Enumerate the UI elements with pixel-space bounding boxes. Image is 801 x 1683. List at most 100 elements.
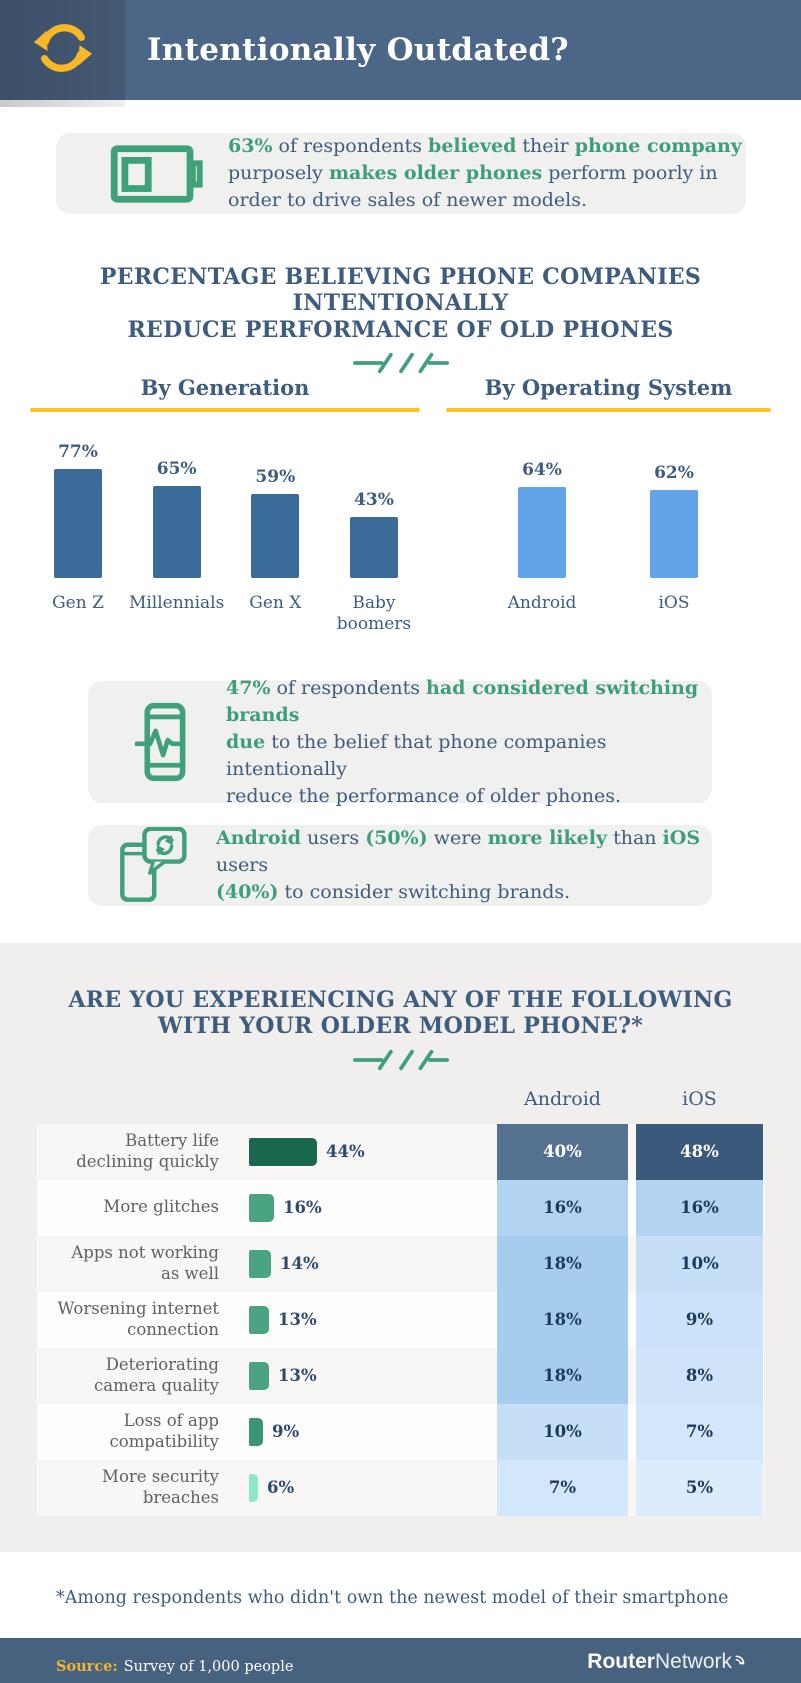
bar-column: 43% Baby boomers <box>326 438 422 641</box>
ios-value-cell: 8% <box>636 1347 763 1404</box>
phone-pulse-icon <box>128 702 200 782</box>
plain-text: users <box>216 854 269 877</box>
brand-light: Network <box>654 1649 732 1673</box>
overall-bar <box>249 1361 269 1390</box>
bar-column: 62% iOS <box>626 438 722 641</box>
bar <box>518 487 566 579</box>
callout-switching-text: 47% of respondents had considered switch… <box>226 675 712 810</box>
header: Intentionally Outdated? <box>0 0 801 100</box>
table-row: More glitches 16% 16% 16% <box>37 1179 764 1236</box>
bar <box>152 486 201 579</box>
issue-label: Worsening internet connection <box>57 1299 219 1339</box>
bar <box>251 494 300 579</box>
overall-bar-zone: 16% <box>232 1180 497 1236</box>
bar-category-label: Gen Z <box>52 593 104 614</box>
bar <box>54 469 102 579</box>
emphasis-text: more likely <box>487 827 608 850</box>
belief-section-title: PERCENTAGE BELIEVING PHONE COMPANIES INT… <box>99 263 702 343</box>
issue-label: More security breaches <box>102 1467 219 1507</box>
experience-section: ARE YOU EXPERIENCING ANY OF THE FOLLOWIN… <box>0 942 801 1552</box>
overall-bar-zone: 13% <box>232 1292 497 1348</box>
belief-charts: 77% Gen Z 65% Millennials 59% Gen X 43% Baby bo… <box>0 438 801 641</box>
overall-bar <box>249 1193 274 1222</box>
overall-value: 44% <box>326 1142 365 1162</box>
emphasis-text: iOS <box>662 827 701 850</box>
bar-value-label: 43% <box>354 490 394 511</box>
android-value-cell: 18% <box>497 1235 628 1292</box>
overall-bar-zone: 14% <box>232 1236 497 1292</box>
page-title: Intentionally Outdated? <box>147 32 569 68</box>
overall-bar-zone: 44% <box>232 1124 497 1180</box>
plain-text: perform poorly in order to drive sales o… <box>228 161 718 211</box>
section-divider-icon <box>0 351 801 375</box>
plain-text: of respondents <box>270 676 427 699</box>
plain-text: of respondents <box>272 135 429 157</box>
callout-believed-stat: 63% of respondents believed their phone … <box>56 133 746 214</box>
bar-column: 77% Gen Z <box>30 438 126 641</box>
bar <box>650 490 698 579</box>
table-row: Battery life declining quickly 44% 40% 48% <box>37 1123 764 1180</box>
table-row: Loss of app compatibility 9% 10% 7% <box>37 1403 764 1460</box>
generation-bar-chart: 77% Gen Z 65% Millennials 59% Gen X 43% Baby bo… <box>30 438 422 641</box>
router-network-logo: Router Network <box>587 1650 747 1683</box>
column-gap <box>628 1348 636 1404</box>
source-text: Survey of 1,000 people <box>123 1659 294 1676</box>
header-icon-panel <box>0 0 125 100</box>
overall-value: 9% <box>272 1422 300 1442</box>
plain-text: users <box>301 827 366 850</box>
bar-value-label: 59% <box>255 467 296 488</box>
plain-text: their <box>516 135 575 157</box>
bar-column: 59% Gen X <box>227 438 323 641</box>
ios-value-cell: 5% <box>636 1459 763 1516</box>
column-gap <box>628 1124 636 1180</box>
overall-bar-zone: 6% <box>232 1460 497 1516</box>
bar <box>349 517 398 579</box>
plain-text: than <box>607 827 663 850</box>
bar-category-label: iOS <box>658 593 690 614</box>
emphasis-text: 63% <box>228 135 273 157</box>
bar-value-label: 64% <box>522 460 562 481</box>
section-divider-icon <box>37 1048 764 1072</box>
emphasis-text: phone company <box>574 135 742 157</box>
wifi-signal-icon <box>732 1650 747 1674</box>
overall-value: 6% <box>267 1478 295 1498</box>
android-value-cell: 40% <box>497 1123 628 1180</box>
plain-text: to consider switching brands. <box>278 881 571 904</box>
emphasis-text: had considered switching brands due <box>226 676 699 753</box>
bar-category-label: Millennials <box>128 593 225 614</box>
yellow-underline-right <box>446 408 771 413</box>
overall-bar <box>249 1249 271 1278</box>
bar-value-label: 65% <box>156 459 197 480</box>
column-gap <box>628 1180 636 1236</box>
callout-switching-stat: 47% of respondents had considered switch… <box>88 677 712 807</box>
overall-bar <box>249 1417 263 1446</box>
overall-value: 13% <box>278 1366 317 1386</box>
column-gap <box>628 1292 636 1348</box>
overall-bar <box>249 1473 258 1502</box>
android-value-cell: 16% <box>497 1179 628 1236</box>
bar-value-label: 77% <box>58 442 98 463</box>
source-line: Source: Survey of 1,000 people <box>56 1658 293 1675</box>
android-value-cell: 18% <box>497 1347 628 1404</box>
issue-label: Apps not working as well <box>71 1243 219 1283</box>
plain-text: were <box>427 827 488 850</box>
table-row: Apps not working as well 14% 18% 10% <box>37 1235 764 1292</box>
emphasis-text: makes older phones <box>328 161 543 184</box>
android-value-cell: 18% <box>497 1291 628 1348</box>
table-row: Deteriorating camera quality 13% 18% 8% <box>37 1347 764 1404</box>
callout-android-text: Android users (50%) were more likely tha… <box>216 825 712 906</box>
column-gap <box>628 1460 636 1516</box>
yellow-underline-left <box>30 408 420 413</box>
bar-category-label: Android <box>507 593 577 614</box>
overall-bar-zone: 9% <box>232 1404 497 1460</box>
emphasis-text: (40%) <box>216 881 279 904</box>
column-gap <box>628 1404 636 1460</box>
refresh-arrows-icon <box>33 18 93 82</box>
column-header-android: Android <box>524 1087 601 1110</box>
bar-category-label: Gen X <box>249 593 302 614</box>
callout-android-vs-ios: Android users (50%) were more likely tha… <box>88 825 712 906</box>
ios-value-cell: 10% <box>636 1235 763 1292</box>
chart-subtitles: By Generation By Operating System <box>0 375 801 413</box>
bar-category-label: Baby boomers <box>336 593 412 635</box>
